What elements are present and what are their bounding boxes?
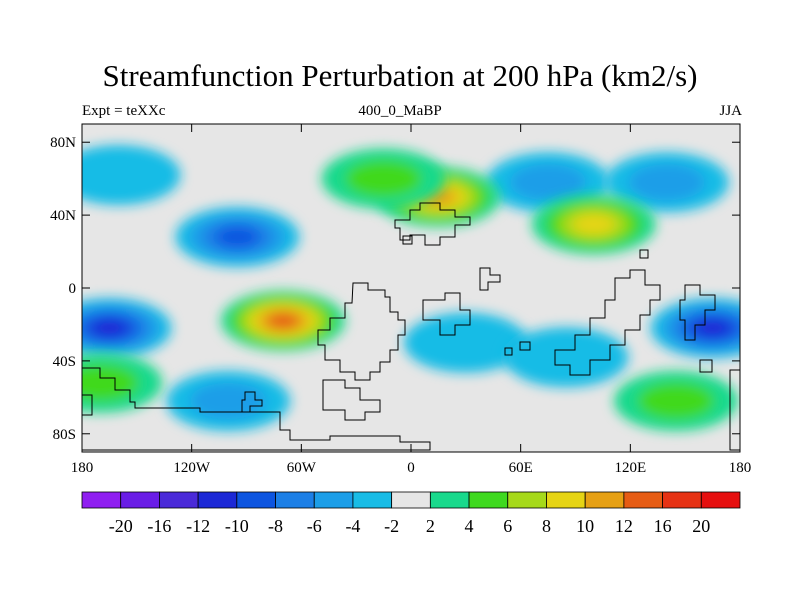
negative-anomaly-cell bbox=[650, 298, 740, 359]
colorbar-box bbox=[546, 491, 586, 509]
colorbar-box bbox=[81, 491, 122, 509]
colorbar-box bbox=[584, 491, 625, 509]
colorbar-box bbox=[662, 491, 702, 509]
colorbar-box bbox=[197, 491, 238, 509]
contour-level bbox=[190, 382, 267, 420]
colorbar-label: -12 bbox=[186, 516, 210, 536]
colorbar-box bbox=[507, 491, 547, 509]
colorbar-box bbox=[468, 491, 509, 509]
contour-level bbox=[268, 313, 299, 329]
colorbar-box bbox=[429, 491, 470, 509]
contour-level bbox=[345, 160, 422, 198]
lon-tick-label: 120E bbox=[614, 460, 646, 476]
axis-ticks: 80N 40N 0 40S 80S 180 120W 60W 0 60E 120E 180 bbox=[50, 124, 751, 476]
contour-level bbox=[628, 163, 706, 201]
contour-level bbox=[637, 382, 715, 420]
plot-title: Streamfunction Perturbation at 200 hPa (… bbox=[102, 58, 698, 93]
colorbar-label: 6 bbox=[503, 516, 512, 536]
negative-anomaly-cell bbox=[403, 312, 528, 373]
colorbar-box bbox=[623, 491, 663, 509]
contour-level bbox=[403, 312, 528, 373]
lat-tick-label: 40S bbox=[53, 354, 76, 370]
negative-anomaly-cell bbox=[604, 152, 729, 213]
lon-tick-label: 180 bbox=[71, 460, 94, 476]
lon-tick-label: 180 bbox=[729, 460, 752, 476]
colorbar-label: -16 bbox=[147, 516, 171, 536]
run-label: 400_0_MaBP bbox=[358, 103, 442, 119]
negative-anomaly-cell bbox=[175, 206, 300, 267]
negative-anomaly-cell bbox=[82, 145, 181, 206]
negative-anomaly-cell bbox=[82, 298, 172, 359]
negative-anomaly-cell bbox=[166, 370, 291, 431]
lat-tick-label: 40N bbox=[50, 208, 76, 224]
colorbar-box bbox=[313, 491, 354, 509]
experiment-label: Expt = teXXc bbox=[82, 103, 166, 119]
colorbar-box bbox=[352, 491, 393, 509]
positive-anomaly-cell bbox=[614, 370, 739, 431]
positive-anomaly-cell bbox=[221, 290, 346, 351]
colorbar-label: -2 bbox=[384, 516, 399, 536]
colorbar-label: 20 bbox=[692, 516, 710, 536]
colorbar-label: 8 bbox=[542, 516, 551, 536]
colorbar-label: -8 bbox=[268, 516, 283, 536]
colorbar-label: 2 bbox=[426, 516, 435, 536]
colorbar-box bbox=[120, 491, 160, 509]
contour-level bbox=[82, 145, 181, 206]
positive-anomaly-cell bbox=[321, 148, 446, 209]
colorbar-label: 10 bbox=[576, 516, 594, 536]
season-label: JJA bbox=[719, 103, 742, 119]
colorbar-label: -6 bbox=[307, 516, 322, 536]
colorbar-box bbox=[236, 491, 276, 509]
colorbar-box bbox=[275, 491, 315, 509]
lon-tick-label: 0 bbox=[407, 460, 415, 476]
contour-level bbox=[91, 319, 128, 337]
lon-tick-label: 60W bbox=[287, 460, 317, 476]
coastline-outline bbox=[82, 202, 740, 451]
colorbar-box bbox=[391, 491, 431, 509]
contour-level bbox=[694, 319, 731, 337]
colorbar-label: -10 bbox=[225, 516, 249, 536]
contour-level bbox=[215, 226, 259, 248]
colorbar-box bbox=[700, 491, 741, 509]
lon-tick-label: 60E bbox=[509, 460, 533, 476]
positive-anomaly-cell bbox=[82, 352, 163, 413]
lon-tick-label: 120W bbox=[173, 460, 211, 476]
colorbar-label: -4 bbox=[345, 516, 360, 536]
contour-level bbox=[509, 163, 587, 201]
contour-level bbox=[504, 327, 629, 388]
colorbar-label: -20 bbox=[109, 516, 133, 536]
lat-tick-label: 0 bbox=[69, 281, 77, 297]
map-plot-area: 80N 40N 0 40S 80S 180 120W 60W 0 60E 120E 180 bbox=[50, 123, 751, 476]
contour-level bbox=[82, 364, 139, 402]
colorbar: -20 -16 -12 -10 -8 -6 -4 -2 2 4 6 8 10 12 16 20 bbox=[81, 491, 741, 536]
positive-anomaly-cell bbox=[531, 194, 656, 255]
colorbar-label: 4 bbox=[465, 516, 474, 536]
lat-tick-label: 80S bbox=[53, 427, 76, 443]
negative-anomaly-cell bbox=[504, 327, 629, 388]
contour-level bbox=[572, 213, 616, 235]
lat-tick-label: 80N bbox=[50, 135, 76, 151]
colorbar-label: 16 bbox=[654, 516, 672, 536]
colorbar-label: 12 bbox=[615, 516, 633, 536]
colorbar-box bbox=[159, 491, 199, 509]
